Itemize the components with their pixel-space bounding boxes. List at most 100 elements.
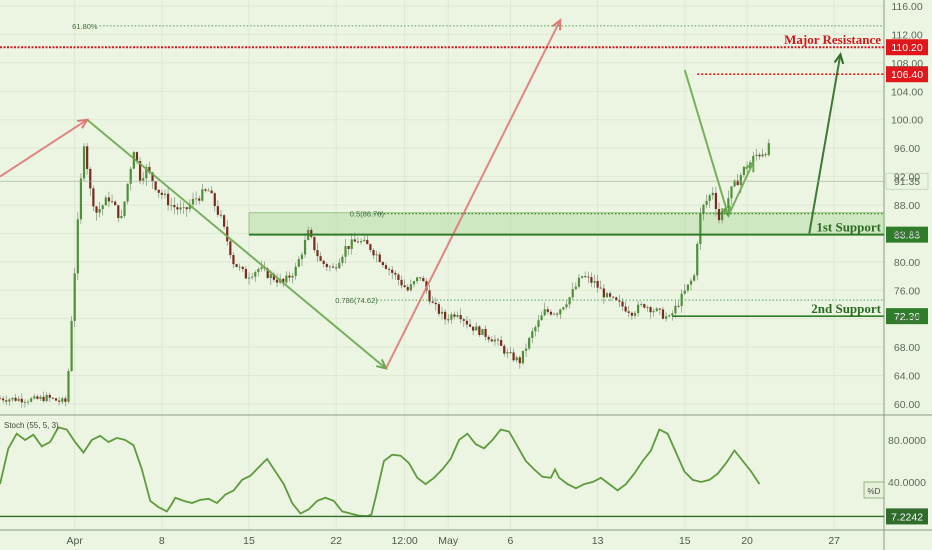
price-tick-label: 68.00 xyxy=(894,342,920,354)
levels-layer xyxy=(0,25,884,317)
candle-body xyxy=(671,313,674,316)
candle-body xyxy=(104,197,107,206)
candle-body xyxy=(590,277,593,283)
stoch-pct-d-label: %D xyxy=(868,487,881,496)
candle-body xyxy=(210,190,213,194)
candle-body xyxy=(608,293,612,297)
candle-body xyxy=(67,371,70,402)
stoch-pct-d-line xyxy=(0,426,761,518)
price-tick-label: 92.00 xyxy=(894,172,920,184)
candle-body xyxy=(453,314,456,317)
candle-body xyxy=(61,398,64,402)
candle-body xyxy=(478,326,481,336)
fib-label: 61.80% xyxy=(72,22,98,31)
candle-body xyxy=(693,275,696,281)
candle-body xyxy=(574,286,577,290)
candle-body xyxy=(515,357,518,361)
candle-body xyxy=(484,328,487,337)
candle-body xyxy=(39,396,42,399)
candle-body xyxy=(76,219,79,274)
candle-body xyxy=(300,254,304,260)
candle-body xyxy=(369,244,372,251)
candle-body xyxy=(229,241,232,256)
candle-body xyxy=(724,208,727,211)
candle-body xyxy=(353,239,356,242)
candle-body xyxy=(51,397,55,399)
candle-body xyxy=(0,398,2,400)
candle-body xyxy=(593,280,596,283)
candle-body xyxy=(652,311,655,313)
candle-body xyxy=(73,273,76,321)
candle-body xyxy=(257,269,260,273)
candle-body xyxy=(559,309,562,315)
candle-body xyxy=(269,274,272,278)
time-tick-label: 27 xyxy=(828,535,840,547)
candle-body xyxy=(506,352,509,354)
candle-body xyxy=(434,302,437,305)
candle-body xyxy=(117,205,120,219)
candle-body xyxy=(444,311,447,320)
candle-body xyxy=(375,254,378,256)
candle-body xyxy=(674,305,677,314)
candle-body xyxy=(232,255,235,265)
candle-body xyxy=(148,166,151,173)
candle-body xyxy=(602,288,605,298)
candle-body xyxy=(135,152,139,162)
price-badge-level_106 xyxy=(886,66,928,83)
candle-body xyxy=(721,210,724,221)
candle-body xyxy=(531,331,534,338)
candle-body xyxy=(14,397,17,401)
candle-body xyxy=(419,277,422,279)
candle-body xyxy=(727,198,730,209)
candle-body xyxy=(596,280,599,288)
price-badge-text: 106.40 xyxy=(891,69,923,81)
candle-body xyxy=(151,172,154,182)
level-label-second_support: 2nd Support xyxy=(811,301,881,316)
candle-body xyxy=(188,204,191,210)
candle-body xyxy=(70,320,73,372)
arrows-layer xyxy=(0,18,845,370)
candle-body xyxy=(431,301,434,303)
candle-body xyxy=(387,268,391,270)
candle-body xyxy=(378,254,381,263)
candle-body xyxy=(114,201,117,206)
stoch-title: Stoch (55, 5, 3) xyxy=(4,421,59,430)
candle-body xyxy=(537,320,540,328)
price-tick-label: 72.00 xyxy=(894,314,920,326)
candle-body xyxy=(325,263,328,268)
price-tick-label: 112.00 xyxy=(891,29,922,41)
trend-arrow-head xyxy=(833,52,845,65)
candle-body xyxy=(636,304,640,313)
candle-body xyxy=(347,246,350,249)
candle-body xyxy=(475,326,478,331)
candle-body xyxy=(166,193,170,206)
candle-body xyxy=(182,207,185,209)
price-badge-first_support xyxy=(886,226,928,243)
price-tick-label: 108.00 xyxy=(891,58,923,70)
candle-body xyxy=(627,311,630,313)
axis-layer: 110.20 106.40 83.83 72.36 91.35 116.00 112.00 1… xyxy=(67,1,929,547)
candle-body xyxy=(512,352,515,361)
candle-body xyxy=(17,398,20,401)
candle-body xyxy=(241,266,244,269)
zones-layer xyxy=(248,212,885,235)
candle-body xyxy=(291,275,294,278)
candle-body xyxy=(696,243,699,276)
candle-body xyxy=(335,267,338,269)
candle-body xyxy=(391,269,394,273)
candle-body xyxy=(64,398,67,402)
candle-body xyxy=(403,285,406,288)
candle-body xyxy=(711,192,714,196)
candle-body xyxy=(110,201,114,203)
candle-body xyxy=(288,275,291,278)
candle-body xyxy=(129,168,132,184)
candle-body xyxy=(244,268,248,279)
price-tick-label: 88.00 xyxy=(894,200,920,212)
candle-body xyxy=(528,337,531,349)
candle-body xyxy=(686,284,690,291)
trend-arrow-line xyxy=(727,161,755,217)
candle-body xyxy=(702,204,705,214)
candle-body xyxy=(665,316,668,319)
